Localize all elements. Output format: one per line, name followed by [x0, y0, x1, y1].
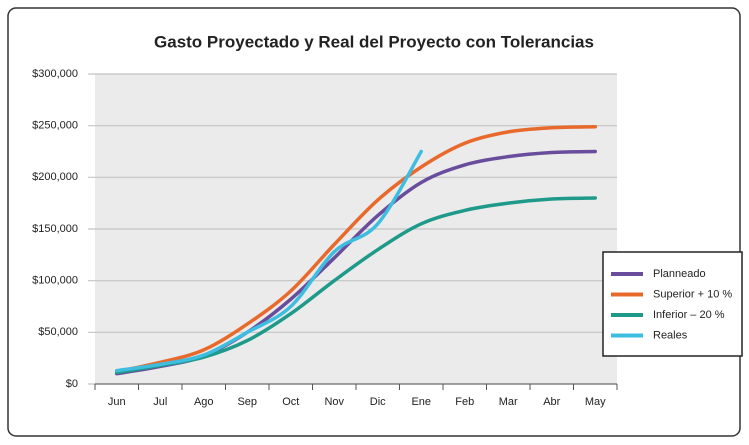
legend-box: [602, 251, 743, 357]
x-tick-label: Jul: [153, 396, 167, 408]
x-tick-label: Ene: [411, 396, 431, 408]
legend-label: Inferior – 20 %: [653, 309, 725, 321]
x-tick-label: Ago: [194, 396, 214, 408]
x-tick-label: May: [585, 396, 606, 408]
x-tick-label: Nov: [324, 396, 344, 408]
x-tick-label: Dic: [370, 396, 386, 408]
y-tick-label: $0: [66, 378, 78, 390]
x-tick-label: Mar: [499, 396, 518, 408]
x-tick-label: Oct: [282, 396, 299, 408]
y-tick-label: $100,000: [32, 275, 78, 287]
y-tick-label: $250,000: [32, 120, 78, 132]
y-tick-label: $50,000: [38, 326, 78, 338]
y-tick-label: $300,000: [32, 68, 78, 80]
series-line: [115, 149, 423, 373]
chart-title: Gasto Proyectado y Real del Proyecto con…: [154, 32, 594, 51]
y-tick-label: $150,000: [32, 223, 78, 235]
y-tick-label: $200,000: [32, 171, 78, 183]
x-tick-label: Sep: [237, 396, 257, 408]
legend-label: Reales: [653, 329, 688, 341]
x-tick-label: Abr: [543, 396, 560, 408]
legend-label: Planneado: [653, 268, 706, 280]
legend-label: Superior + 10 %: [653, 288, 732, 300]
x-tick-label: Feb: [455, 396, 474, 408]
x-tick-label: Jun: [108, 396, 126, 408]
series-line: [115, 124, 597, 374]
